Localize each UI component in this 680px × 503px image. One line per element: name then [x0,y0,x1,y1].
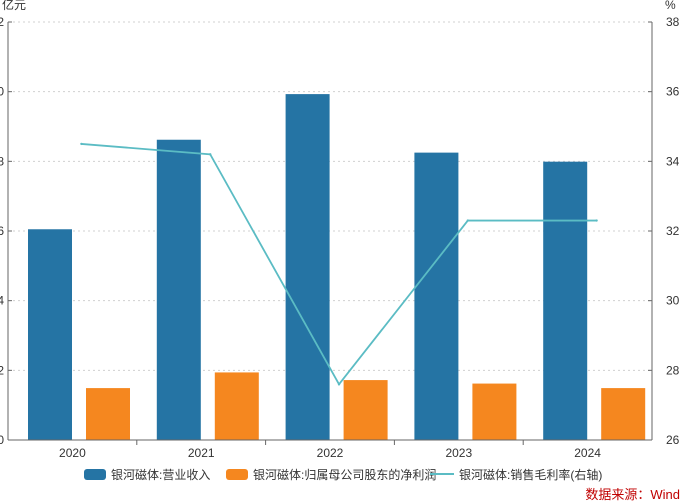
bar-revenue [414,152,459,440]
left-axis-tick-label: 0 [0,433,4,447]
right-axis-tick-label: 32 [666,224,680,238]
bar-net-profit [601,388,646,440]
left-axis-tick-label: 12 [0,15,4,29]
legend-label-revenue: 银河磁体:营业收入 [111,468,211,482]
right-axis-tick-label: 26 [666,433,680,447]
gross-margin-point [80,142,83,146]
x-axis-tick-label: 2024 [574,446,601,460]
left-axis-tick-label: 4 [0,294,4,308]
left-axis-unit: 亿元 [2,0,26,12]
chart: 0 2 4 6 8 10 12 26 28 30 32 34 36 38 2020 2021 2022 2023 2… [0,0,680,460]
tick-labels: 0 2 4 6 8 10 12 26 28 30 32 34 36 38 2020 2021 2022 2023 2… [0,15,680,460]
right-axis-tick-label: 30 [666,294,680,308]
bar-net-profit [214,372,259,440]
left-axis-tick-label: 6 [0,224,4,238]
x-axis-tick-label: 2023 [445,446,472,460]
right-axis-unit: % [665,0,676,12]
right-axis-tick-label: 38 [666,15,680,29]
right-axis-tick-label: 28 [666,363,680,377]
axes [7,21,653,445]
gross-margin-point [209,153,212,156]
legend-swatch-net-profit [226,469,248,480]
bar-net-profit [343,380,388,440]
bar-revenue [285,94,330,440]
gross-margin-line [80,142,598,386]
bar-revenue [156,139,201,440]
data-source: 数据来源：Wind [585,487,680,502]
bars [28,94,646,440]
legend-item-net-profit: 银河磁体:归属母公司股东的净利润 [226,466,436,483]
bar-net-profit [472,383,517,440]
left-axis-tick-label: 2 [0,363,4,377]
bar-revenue [28,229,72,440]
legend-label-net-profit: 银河磁体:归属母公司股东的净利润 [253,468,437,482]
x-axis-tick-label: 2021 [188,446,215,460]
gross-margin-point [595,219,598,222]
gross-margin-point [466,219,470,222]
right-axis-tick-label: 36 [666,85,680,99]
legend-label-gross-margin: 银河磁体:销售毛利率(右轴) [459,468,603,482]
x-axis-tick-label: 2020 [59,446,86,460]
right-axis-tick-label: 34 [666,154,680,168]
legend-swatch-revenue [84,469,106,480]
bar-revenue [543,161,588,440]
left-axis-tick-label: 10 [0,85,4,99]
legend-item-gross-margin: 银河磁体:销售毛利率(右轴) [430,466,602,483]
x-axis-tick-label: 2022 [317,446,344,460]
left-axis-tick-label: 8 [0,154,4,168]
legend: 银河磁体:营业收入 银河磁体:归属母公司股东的净利润 银河磁体:销售毛利率(右轴… [0,462,680,486]
bar-net-profit [86,388,130,440]
gross-margin-point [337,383,341,386]
legend-swatch-gross-margin [430,473,454,475]
legend-item-revenue: 银河磁体:营业收入 [84,466,210,483]
